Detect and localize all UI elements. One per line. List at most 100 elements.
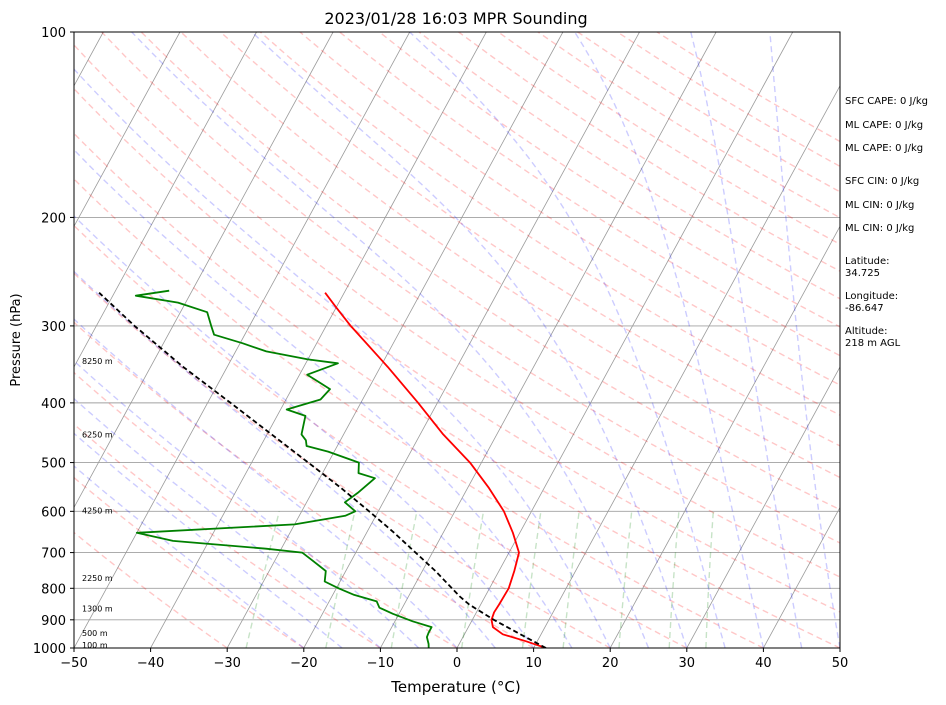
dry-adiabat-line [101,32,840,544]
moist-adiabat-line [769,32,840,648]
height-label: 8250 m [82,357,113,366]
x-tick-label: 0 [453,656,461,671]
height-label: 6250 m [82,430,113,439]
mixing-ratio-line [521,511,542,648]
y-tick-label: 700 [41,547,66,562]
dry-adiabat-line [74,531,228,648]
dry-adiabat-line [378,32,840,328]
isotherm-line [74,32,411,648]
parcel-trace [98,292,547,648]
isotherm-line [74,32,334,509]
y-tick-label: 300 [41,320,66,335]
x-tick-label: 10 [525,656,542,671]
x-tick-label: 20 [602,656,619,671]
x-tick-label: −50 [60,656,87,671]
x-tick-label: 50 [832,656,849,671]
height-label: 1300 m [82,604,113,613]
height-label: 500 m [82,629,108,638]
stat-text: ML CAPE: 0 J/kg [845,143,923,154]
dry-adiabat-line [339,32,840,357]
y-tick-label: 800 [41,582,66,597]
dry-adiabat-line [74,321,534,648]
mixing-ratio-line [245,511,280,648]
moist-adiabat-line [690,32,803,648]
moist-adiabat-line [74,148,573,648]
dry-adiabat-line [299,32,840,386]
isotherm-line [74,32,257,368]
temperature-trace [324,292,547,648]
stat-text: ML CIN: 0 J/kg [845,200,914,211]
moist-adiabat-line [74,68,611,648]
moist-adiabat-line [74,215,535,648]
x-tick-label: 30 [679,656,696,671]
stat-text: -86.647 [845,303,884,314]
x-axis-label: Temperature (°C) [390,678,520,696]
height-label: 2250 m [82,574,113,583]
x-tick-label: −20 [290,656,317,671]
dry-adiabat-line [74,178,764,648]
x-tick-label: −10 [367,656,394,671]
stat-text: SFC CIN: 0 J/kg [845,176,919,187]
mixing-ratio-line [562,511,580,648]
sounding-stats: SFC CAPE: 0 J/kg ML CAPE: 0 J/kg ML CAPE: … [845,96,928,349]
y-tick-label: 500 [41,457,66,472]
dry-adiabat-line [74,272,611,648]
plot-frame [73,31,841,649]
moist-adiabat-line [131,32,650,648]
stat-text: ML CAPE: 0 J/kg [845,120,923,131]
stat-text: 34.725 [845,268,880,279]
dry-adiabat-line [74,224,688,648]
stat-text: SFC CAPE: 0 J/kg [845,96,928,107]
mixing-ratio-line [705,511,714,648]
moist-adiabat-line [74,465,305,648]
isotherm-line [456,32,794,648]
mixing-ratio-line [461,511,485,648]
dry-adiabat-line [74,371,458,648]
isotherm-line [380,32,717,648]
y-tick-label: 600 [41,505,66,520]
isotherm-line [226,32,564,648]
mixing-ratio-line [390,511,418,648]
x-axis: −50 −40 −30 −20 −10 0 10 20 30 40 50 [60,648,848,671]
dry-adiabat-line [74,132,840,648]
y-axis: 1000 900 800 700 600 500 400 300 200 100 [33,26,74,657]
moist-adiabat-line [409,32,726,648]
stat-text: Latitude: [845,256,890,267]
y-tick-label: 200 [41,211,66,226]
dry-adiabat-line [74,87,840,613]
y-tick-label: 1000 [33,642,66,657]
chart-title: 2023/01/28 16:03 MPR Sounding [324,9,587,28]
dewpoint-trace [134,289,433,648]
moist-adiabat-line [74,360,420,648]
y-tick-label: 100 [41,26,66,41]
x-tick-label: −40 [137,656,164,671]
isotherm-line [74,32,181,228]
height-labels: 100 m 500 m 1300 m 2250 m 4250 m 6250 m 8250 m [82,357,113,650]
stat-text: 218 m AGL [845,338,901,349]
isotherm-line [686,366,840,648]
dry-adiabat-line [74,423,381,648]
y-axis-label: Pressure (hPa) [9,293,24,386]
mixing-ratio-line [618,511,633,648]
isotherm-line [303,32,640,648]
dry-adiabat-line [180,32,840,479]
y-tick-label: 900 [41,614,66,629]
moist-adiabat-line [574,32,765,648]
isotherm-line [533,84,840,648]
x-tick-label: −30 [213,656,240,671]
dry-adiabat-line [74,43,840,578]
stat-text: Altitude: [845,326,887,337]
background-lines [74,32,840,648]
stat-text: Longitude: [845,291,898,302]
isotherm-line [609,225,840,648]
moist-adiabat-line [74,318,458,648]
x-tick-label: 40 [755,656,772,671]
sounding-traces [98,289,547,648]
stat-text: ML CIN: 0 J/kg [845,223,914,234]
height-label: 100 m [82,641,108,650]
y-tick-label: 400 [41,397,66,412]
mixing-ratio-line [668,511,680,648]
moist-adiabat-line [251,32,688,648]
isotherm-line [150,32,487,648]
